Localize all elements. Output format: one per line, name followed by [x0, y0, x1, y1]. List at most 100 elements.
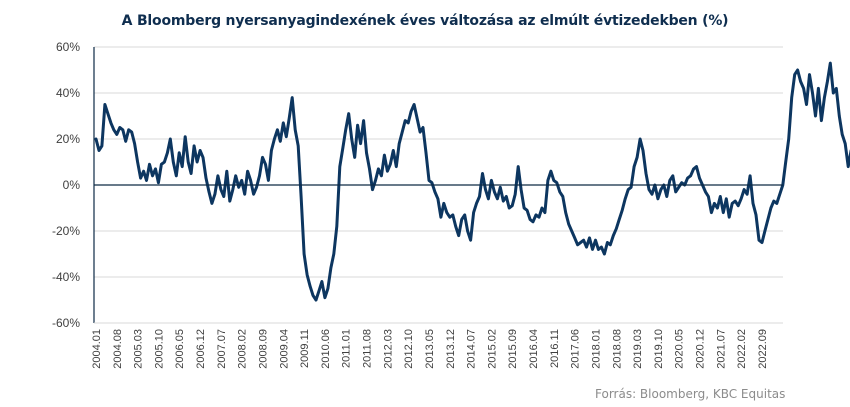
data-point — [642, 149, 644, 152]
data-point — [790, 96, 793, 99]
data-point — [559, 191, 561, 193]
data-point — [814, 115, 817, 117]
data-point — [336, 225, 338, 228]
data-point — [835, 87, 838, 90]
data-point — [737, 204, 739, 207]
data-point — [139, 177, 142, 179]
data-point — [347, 112, 350, 115]
data-point — [752, 202, 754, 205]
data-point — [484, 188, 487, 191]
data-point — [434, 191, 436, 193]
x-tick-label: 2011.01 — [341, 329, 353, 368]
data-point — [217, 175, 219, 177]
data-point — [639, 138, 641, 140]
data-point — [576, 244, 579, 246]
data-point — [252, 193, 255, 195]
data-point — [98, 149, 100, 152]
data-point — [585, 246, 588, 248]
data-point — [544, 211, 546, 214]
data-point — [136, 161, 139, 163]
x-tick-label: 2008.09 — [257, 329, 269, 369]
data-point — [823, 96, 826, 99]
data-point — [591, 248, 594, 251]
data-point — [538, 216, 540, 218]
data-point — [279, 140, 282, 143]
data-point — [142, 170, 145, 172]
data-point — [342, 147, 344, 149]
data-point — [306, 273, 308, 276]
axes — [93, 47, 783, 324]
data-point — [116, 133, 118, 136]
data-point — [645, 172, 647, 175]
data-point — [472, 211, 475, 214]
data-point — [339, 165, 341, 168]
data-point — [229, 200, 231, 202]
data-point — [261, 156, 264, 159]
data-point — [779, 193, 781, 195]
data-point — [481, 172, 484, 175]
data-point — [609, 244, 612, 246]
data-point — [237, 186, 240, 189]
data-point — [496, 198, 499, 200]
data-point — [410, 110, 412, 113]
data-point — [392, 149, 395, 152]
x-tick-label: 2007.07 — [216, 329, 228, 369]
data-point — [526, 209, 528, 212]
data-point — [669, 179, 671, 182]
data-point — [428, 179, 430, 182]
data-point — [344, 129, 347, 131]
data-point — [350, 138, 353, 140]
x-tick-label: 2020.12 — [695, 329, 707, 369]
x-tick-label: 2015.09 — [507, 329, 519, 369]
data-point — [285, 135, 288, 138]
data-point — [838, 115, 841, 117]
data-point — [767, 218, 769, 221]
y-tick-label: 60% — [56, 40, 80, 54]
data-point — [267, 179, 270, 182]
data-point — [374, 179, 377, 182]
data-point — [324, 296, 326, 299]
data-point — [731, 202, 733, 205]
x-tick-label: 2005.03 — [133, 329, 145, 369]
data-point — [193, 145, 195, 147]
data-point — [734, 200, 736, 202]
data-point — [148, 163, 151, 166]
data-point — [422, 126, 424, 129]
data-point — [353, 156, 356, 159]
x-tick-label: 2012.03 — [382, 329, 394, 369]
data-point — [419, 131, 421, 133]
data-point — [101, 145, 103, 147]
y-tick-label: 40% — [56, 86, 80, 100]
data-point — [475, 202, 478, 205]
data-point — [113, 129, 115, 131]
x-tick-label: 2010.06 — [320, 329, 332, 369]
data-point — [220, 188, 222, 191]
data-point — [181, 165, 183, 168]
data-point — [240, 179, 243, 182]
gridlines — [94, 46, 783, 324]
data-point — [333, 253, 335, 255]
data-point — [157, 181, 160, 184]
x-tick-label: 2016.04 — [528, 329, 540, 369]
x-tick-label: 2022.02 — [736, 329, 748, 369]
data-point — [466, 230, 469, 232]
x-tick-label: 2004.08 — [112, 329, 124, 369]
data-point — [291, 96, 294, 99]
x-tick-label: 2019.03 — [632, 329, 644, 369]
data-point — [151, 175, 154, 177]
data-point — [389, 163, 392, 166]
data-point — [440, 216, 442, 218]
data-point — [431, 181, 433, 184]
y-tick-label: 0% — [63, 178, 81, 192]
data-point — [178, 152, 180, 154]
data-point — [202, 156, 204, 159]
x-tick-label: 2018.08 — [611, 329, 623, 369]
data-point — [556, 181, 558, 184]
data-point — [371, 188, 374, 191]
data-point — [553, 179, 555, 182]
data-point — [844, 142, 846, 145]
data-point — [624, 198, 626, 200]
data-point — [618, 218, 620, 221]
data-point — [550, 170, 552, 172]
data-point — [104, 103, 106, 106]
